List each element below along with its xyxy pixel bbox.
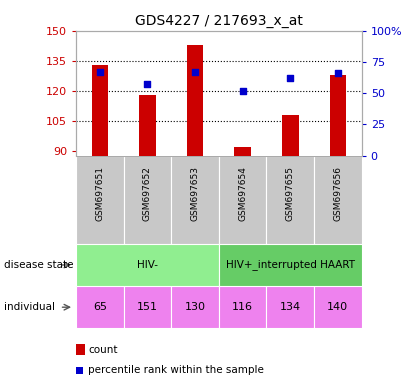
Bar (314, 156, 362, 244)
Bar (124, 156, 171, 244)
Text: HIV-: HIV- (137, 260, 158, 270)
Point (335, 70, 341, 76)
Bar (139, 95, 156, 156)
Text: 140: 140 (327, 302, 349, 312)
Text: 134: 134 (280, 302, 301, 312)
Point (239, 88, 246, 94)
Bar (219, 286, 266, 328)
Text: individual: individual (4, 302, 55, 312)
Bar (219, 156, 266, 244)
Bar (76, 156, 124, 244)
Bar (76, 286, 124, 328)
Text: 151: 151 (137, 302, 158, 312)
Bar (219, 244, 362, 286)
Bar (266, 286, 314, 328)
Text: count: count (88, 345, 118, 355)
Point (287, 75, 293, 81)
Point (97, 69, 103, 75)
Point (192, 69, 199, 75)
Bar (266, 156, 314, 244)
Bar (187, 45, 203, 156)
Bar (124, 286, 171, 328)
Bar (330, 75, 346, 156)
Text: GSM697653: GSM697653 (191, 166, 200, 221)
Bar (314, 286, 362, 328)
Text: HIV+_interrupted HAART: HIV+_interrupted HAART (226, 260, 355, 270)
Text: disease state: disease state (4, 260, 74, 270)
Bar (92, 65, 108, 156)
Bar (234, 147, 251, 156)
Text: percentile rank within the sample: percentile rank within the sample (88, 365, 264, 375)
Text: GSM697655: GSM697655 (286, 166, 295, 221)
Text: 65: 65 (93, 302, 107, 312)
Point (144, 81, 151, 88)
Text: GSM697652: GSM697652 (143, 166, 152, 221)
Bar (171, 286, 219, 328)
Bar (76, 244, 219, 286)
Text: 116: 116 (232, 302, 253, 312)
Text: 130: 130 (185, 302, 206, 312)
Title: GDS4227 / 217693_x_at: GDS4227 / 217693_x_at (135, 14, 303, 28)
Text: GSM697654: GSM697654 (238, 166, 247, 221)
Bar (171, 156, 219, 244)
Text: GSM697656: GSM697656 (333, 166, 342, 221)
Text: GSM697651: GSM697651 (95, 166, 104, 221)
Bar (282, 115, 299, 156)
